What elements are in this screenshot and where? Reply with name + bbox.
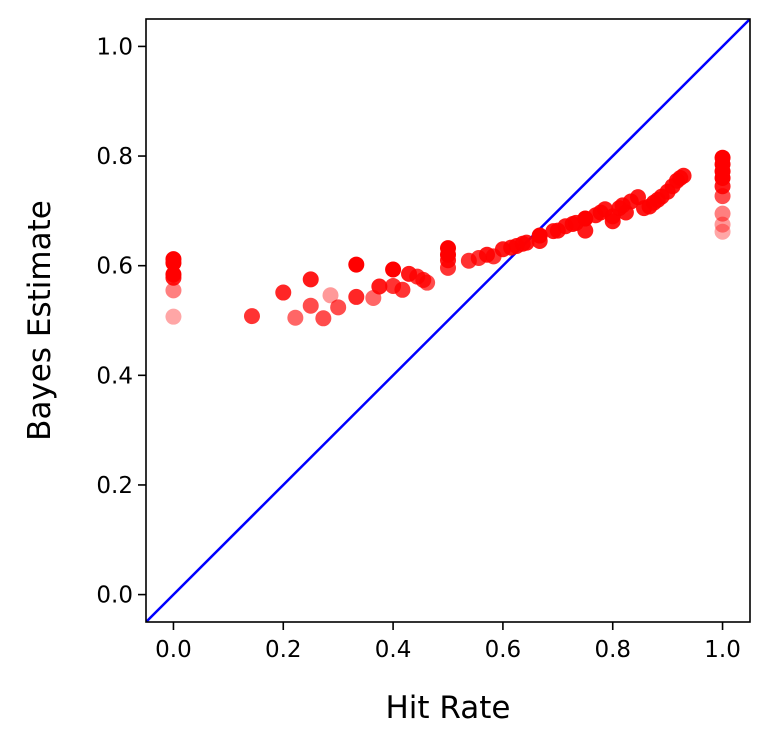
y-tick-label: 0.0 bbox=[96, 583, 133, 609]
data-point-3 bbox=[165, 269, 182, 286]
data-point-13 bbox=[330, 299, 347, 316]
data-point-11 bbox=[315, 310, 332, 327]
data-point-75 bbox=[714, 223, 731, 240]
data-points bbox=[165, 149, 731, 327]
data-point-17 bbox=[371, 278, 388, 295]
plot-frame bbox=[145, 18, 751, 623]
x-axis-ticks: 0.0 0.2 0.4 0.6 0.8 1.0 bbox=[155, 622, 741, 663]
data-point-51 bbox=[604, 213, 621, 230]
x-tick-label: 0.4 bbox=[375, 637, 412, 663]
x-tick-label: 0.6 bbox=[485, 637, 522, 663]
identity-reference-line bbox=[146, 19, 750, 622]
data-point-28 bbox=[440, 259, 456, 276]
data-point-24 bbox=[419, 274, 436, 291]
data-point-6 bbox=[243, 308, 260, 325]
y-tick-label: 0.8 bbox=[96, 144, 133, 170]
data-point-12 bbox=[322, 287, 339, 304]
data-point-7 bbox=[275, 284, 292, 301]
x-axis-label: Hit Rate bbox=[385, 690, 510, 726]
data-point-1 bbox=[165, 254, 182, 271]
data-point-14 bbox=[348, 256, 365, 273]
y-tick-label: 1.0 bbox=[96, 34, 133, 60]
data-point-73 bbox=[714, 205, 731, 222]
y-tick-label: 0.6 bbox=[96, 254, 133, 280]
data-point-74 bbox=[714, 216, 731, 233]
x-tick-label: 0.8 bbox=[594, 637, 631, 663]
data-point-15 bbox=[348, 288, 365, 305]
data-point-46 bbox=[577, 222, 594, 239]
y-tick-label: 0.4 bbox=[96, 363, 133, 389]
x-tick-label: 1.0 bbox=[704, 637, 741, 663]
data-point-20 bbox=[394, 281, 411, 298]
x-tick-label: 0.0 bbox=[155, 637, 192, 663]
y-axis-ticks: 0.0 0.2 0.4 0.6 0.8 1.0 bbox=[96, 34, 146, 609]
plot-area bbox=[146, 19, 750, 622]
data-point-5 bbox=[165, 308, 182, 325]
x-tick-label: 0.2 bbox=[265, 637, 302, 663]
data-point-9 bbox=[302, 271, 319, 288]
data-point-39 bbox=[531, 233, 548, 250]
y-axis-label: Bayes Estimate bbox=[22, 200, 58, 441]
data-point-10 bbox=[302, 297, 319, 314]
data-point-4 bbox=[165, 282, 182, 299]
data-point-37 bbox=[518, 234, 535, 251]
y-tick-label: 0.2 bbox=[96, 473, 133, 499]
data-point-8 bbox=[287, 309, 304, 326]
data-point-66 bbox=[675, 167, 692, 184]
data-point-72 bbox=[714, 188, 731, 205]
data-point-18 bbox=[385, 261, 402, 278]
